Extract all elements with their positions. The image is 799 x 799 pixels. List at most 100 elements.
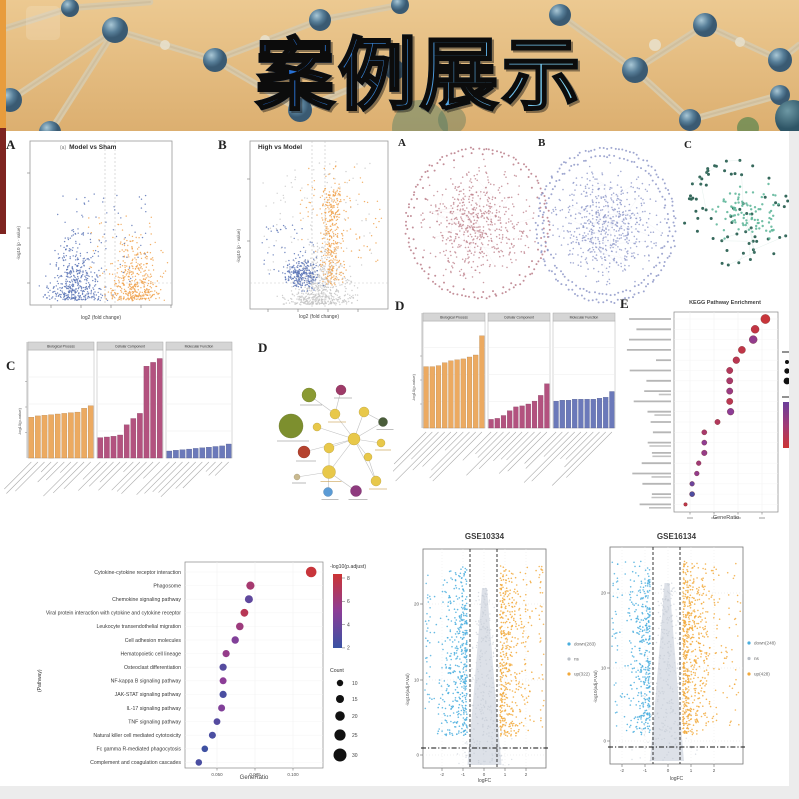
- svg-text:Count: Count: [330, 668, 344, 674]
- svg-text:30: 30: [352, 753, 358, 759]
- svg-text:8: 8: [347, 576, 350, 582]
- watermark-box: [26, 6, 60, 40]
- svg-text:10: 10: [352, 681, 358, 687]
- svg-text:1: 1: [504, 772, 507, 777]
- pathway-dotplot-chart: 0.050 0.075 0.100 Cytokine-cytokine recepto…: [46, 561, 366, 777]
- svg-text:Cell adhesion molecules: Cell adhesion molecules: [125, 638, 182, 644]
- go-bar-chart-c: Biological Process Cellular Component Mole…: [4, 341, 233, 498]
- y-axis-label: -log10(adj.P.Val): [593, 670, 598, 703]
- svg-text:20: 20: [414, 602, 420, 607]
- kegg-dotplot-chart: [626, 311, 799, 519]
- svg-text:Phagosome: Phagosome: [153, 583, 181, 589]
- svg-text:Osteoclast differentiation: Osteoclast differentiation: [124, 665, 181, 671]
- svg-text:Molecular Function: Molecular Function: [570, 316, 599, 320]
- y-axis-label: -log10(p-value): [17, 408, 22, 435]
- chart-title: High vs Model: [258, 144, 303, 151]
- svg-text:-log10(p.adjust): -log10(p.adjust): [330, 564, 366, 570]
- banner-title: 案例展示: [218, 26, 622, 126]
- panel-volcano-b: B High vs Model -log10 (p - value) log2 …: [208, 133, 400, 333]
- go-bar-chart-d: Biological Process Cellular Component Mole…: [393, 312, 616, 486]
- svg-text:-2: -2: [440, 772, 444, 777]
- chart-title: GSE10334: [464, 532, 505, 541]
- panel-label: D: [395, 298, 405, 313]
- svg-text:Biological Process: Biological Process: [440, 316, 468, 320]
- svg-text:-1: -1: [461, 772, 465, 777]
- panel-label: A: [398, 137, 406, 149]
- svg-text:IL-17 signaling pathway: IL-17 signaling pathway: [126, 706, 181, 712]
- network-a-chart: [404, 146, 551, 300]
- panel-volcano-a: A (a) Model vs Sham -log10 (p - value) lo…: [6, 133, 202, 331]
- left-maroon-strip: [0, 128, 6, 234]
- svg-text:Biological Process: Biological Process: [47, 345, 75, 349]
- svg-text:JAK-STAT signaling pathway: JAK-STAT signaling pathway: [115, 692, 182, 698]
- panel-label: B: [538, 137, 546, 149]
- panel-gse16134: GSE16134 20 10 0 -2 -1 0 1 2 down(248) ns up(428) …: [590, 523, 799, 788]
- svg-text:NF-kappa B signaling pathway: NF-kappa B signaling pathway: [111, 679, 182, 685]
- panel-pathway-dotplot: 0.050 0.075 0.100 Cytokine-cytokine recepto…: [25, 542, 380, 792]
- svg-text:2: 2: [347, 646, 350, 652]
- volcano-model-sham-chart: [27, 140, 173, 308]
- network-d-chart: [277, 384, 394, 501]
- panel-label: C: [6, 358, 16, 373]
- svg-text:Molecular Function: Molecular Function: [185, 345, 214, 349]
- panel-network-b: B: [532, 137, 682, 305]
- svg-text:Leukocyte transendothelial mig: Leukocyte transendothelial migration: [97, 624, 182, 630]
- banner: 案例展示: [0, 0, 799, 131]
- svg-text:20: 20: [352, 714, 358, 720]
- subpanel-tag: (a): [60, 145, 67, 151]
- molecule-art: [0, 0, 799, 131]
- svg-text:Hematopoietic cell lineage: Hematopoietic cell lineage: [120, 651, 181, 657]
- x-axis-label: GeneRatio: [239, 775, 269, 781]
- x-axis-label: log2 (fold change): [298, 314, 340, 320]
- right-margin: [789, 131, 799, 799]
- panel-go-d: D Biological Process Cellular Component Mo…: [393, 296, 633, 588]
- svg-text:10: 10: [414, 678, 420, 683]
- chart-title: (a) Model vs Sham: [60, 144, 117, 151]
- svg-text:Cellular Component: Cellular Component: [504, 316, 534, 320]
- svg-text:Cellular Component: Cellular Component: [115, 345, 145, 349]
- svg-text:Chemokine signaling pathway: Chemokine signaling pathway: [112, 597, 181, 603]
- left-orange-strip: [0, 0, 6, 131]
- y-axis-label: -log10 (p - value): [16, 225, 21, 260]
- panel-label: B: [218, 137, 227, 152]
- panel-label: E: [620, 296, 629, 311]
- panel-label: A: [6, 137, 16, 152]
- svg-text:Cytokine-cytokine receptor int: Cytokine-cytokine receptor interaction: [94, 570, 181, 576]
- svg-text:2: 2: [525, 772, 528, 777]
- chart-title: GSE16134: [656, 532, 697, 541]
- svg-text:0: 0: [483, 772, 486, 777]
- svg-text:Viral protein interaction with: Viral protein interaction with cytokine …: [46, 611, 181, 617]
- svg-text:6: 6: [347, 599, 350, 605]
- x-axis-label: GeneRatio: [712, 515, 740, 521]
- panel-label: D: [258, 340, 268, 355]
- y-axis-label: (Pathway): [37, 669, 43, 692]
- panel-go-c: C Biological Process Cellular Component Mo…: [2, 330, 254, 588]
- x-axis-label: logFC: [477, 778, 492, 784]
- svg-text:25: 25: [352, 733, 358, 739]
- panel-network-c: C: [676, 139, 799, 289]
- x-axis-label: logFC: [669, 776, 684, 782]
- bottom-margin: [0, 786, 799, 799]
- svg-text:TNF signaling pathway: TNF signaling pathway: [128, 719, 181, 725]
- panel-gse10334: GSE10334 20 10 0 -2 -1 0 1 2 down(283) ns up(322) …: [398, 526, 600, 788]
- panel-network-a: A: [398, 137, 556, 305]
- y-axis-label: -log10 (p - value): [236, 228, 241, 263]
- svg-text:Natural killer cell mediated c: Natural killer cell mediated cytotoxicit…: [93, 733, 181, 739]
- svg-text:0: 0: [416, 753, 419, 758]
- y-axis-label: -log10(adj.P.Val): [405, 673, 410, 706]
- volcano-high-model-chart: [247, 140, 389, 312]
- chart-title: KEGG Pathway Enrichment: [689, 300, 761, 306]
- svg-text:Fc gamma R-mediated phagocytos: Fc gamma R-mediated phagocytosis: [97, 747, 182, 753]
- svg-text:15: 15: [352, 697, 358, 703]
- panel-label: C: [684, 139, 692, 151]
- svg-text:4: 4: [347, 622, 350, 628]
- svg-text:0.050: 0.050: [211, 772, 223, 777]
- svg-text:0.075: 0.075: [249, 772, 261, 777]
- svg-text:Complement and coagulation cas: Complement and coagulation cascades: [90, 760, 181, 766]
- panel-kegg-e: E KEGG Pathway Enrichment GeneRatio: [616, 296, 799, 526]
- network-c-chart: [683, 158, 790, 267]
- network-b-chart: [534, 146, 677, 304]
